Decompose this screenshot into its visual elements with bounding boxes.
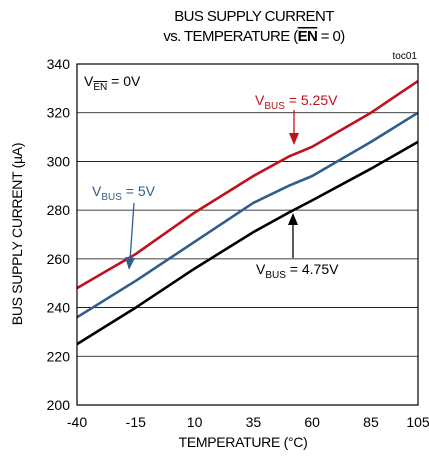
series-line-1 (76, 111, 419, 319)
series-line-0 (76, 80, 419, 290)
condition-note: VEN = 0V (84, 73, 141, 93)
series-line-2 (76, 140, 419, 346)
x-tick-label: -40 (67, 414, 87, 430)
ann-5v-suffix: = 5V (122, 183, 156, 199)
ann-5v-sub: BUS (101, 192, 122, 203)
title-en: EN (298, 28, 318, 45)
title-suffix: = 0) (317, 28, 345, 45)
y-tick-label: 200 (47, 397, 71, 413)
y-axis-label: BUS SUPPLY CURRENT (µA) (9, 143, 25, 325)
arrow-4p75v-head (288, 213, 298, 225)
x-tick-label: 35 (246, 414, 262, 430)
arrow-5v-shaft (129, 202, 135, 261)
x-tick-label: 105 (406, 414, 429, 430)
ann-5p25v-v: V (255, 92, 265, 108)
x-tick-label: 85 (363, 414, 379, 430)
ann-4p75v-suffix: = 4.75V (286, 261, 339, 277)
condition-sub: EN (93, 82, 107, 93)
plot-frame (76, 63, 419, 406)
x-tick-label: 10 (187, 414, 203, 430)
condition-v: V (84, 73, 94, 89)
tick-labels: 200 220 240 260 280 300 320 340 -40 -15 10 35 60 85 10… (47, 56, 429, 430)
chart-title-line2: vs. TEMPERATURE (EN = 0) (163, 28, 345, 45)
figure-code: toc01 (393, 51, 418, 62)
arrow-5v-head (125, 257, 135, 270)
chart-title-line1: BUS SUPPLY CURRENT (174, 8, 334, 25)
y-tick-label: 340 (47, 56, 71, 72)
annotation-5p25v: VBUS = 5.25V (255, 92, 338, 112)
ann-4p75v-v: V (256, 261, 266, 277)
x-tick-label: -15 (126, 414, 146, 430)
series-lines (76, 80, 419, 346)
title-prefix: vs. TEMPERATURE ( (163, 28, 298, 45)
x-axis-label: TEMPERATURE (°C) (179, 434, 308, 450)
y-tick-label: 260 (47, 251, 71, 267)
y-tick-label: 300 (47, 153, 71, 169)
annotation-arrows (125, 110, 299, 270)
y-tick-label: 320 (47, 105, 71, 121)
arrow-5p25v-head (289, 133, 299, 145)
ann-4p75v-sub: BUS (265, 270, 286, 281)
annotation-5v: VBUS = 5V (92, 183, 156, 203)
y-tick-label: 280 (47, 202, 71, 218)
ann-5p25v-sub: BUS (264, 101, 285, 112)
ann-5p25v-suffix: = 5.25V (285, 92, 338, 108)
condition-suffix: = 0V (107, 73, 141, 89)
ann-5v-v: V (92, 183, 102, 199)
y-tick-label: 240 (47, 300, 71, 316)
annotation-4p75v: VBUS = 4.75V (256, 261, 339, 281)
y-tick-label: 220 (47, 348, 71, 364)
x-tick-label: 60 (304, 414, 320, 430)
